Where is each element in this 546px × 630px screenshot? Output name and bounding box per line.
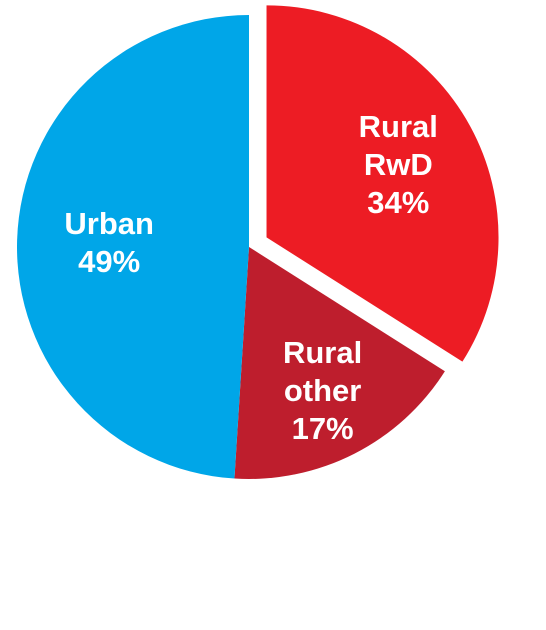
pie-slice <box>266 5 499 362</box>
slice-label: Rural RwD 34% <box>343 108 453 222</box>
slice-value: 34% <box>367 184 430 220</box>
slice-label: Rural other 17% <box>268 334 378 448</box>
slice-value: 17% <box>291 411 354 447</box>
slice-name: Urban <box>64 205 154 241</box>
pie-slice <box>234 247 445 480</box>
pie-slice <box>17 15 249 479</box>
slice-name: Rural RwD <box>358 108 438 182</box>
slice-name: Rural other <box>282 335 363 409</box>
slice-value: 49% <box>78 243 141 279</box>
slice-label: Urban 49% <box>54 205 164 281</box>
